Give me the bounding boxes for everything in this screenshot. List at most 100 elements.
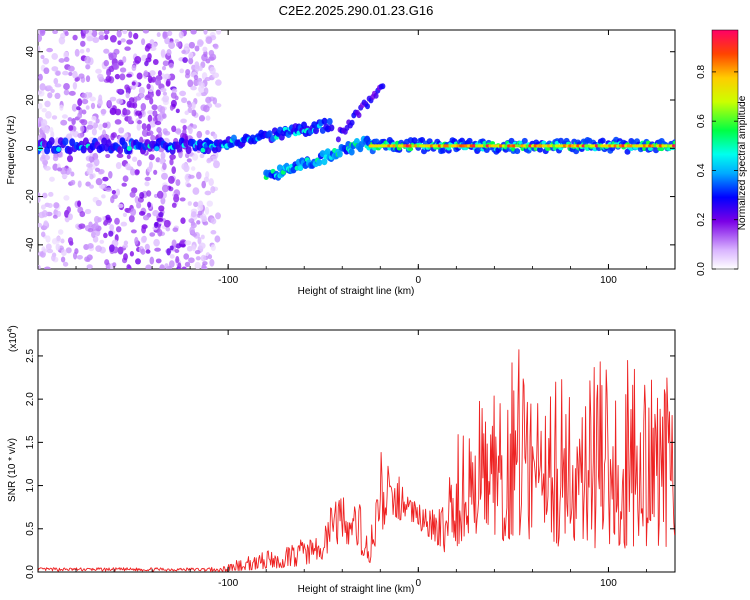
spectrogram-blob (77, 98, 83, 107)
spectrogram-blob (212, 133, 218, 140)
spectrogram-blob (194, 261, 201, 269)
spectrogram-blob (56, 210, 62, 218)
spectrogram-blob (151, 76, 157, 83)
spectrogram-blob (108, 170, 113, 179)
spectrogram-blob (162, 95, 170, 103)
spectrogram-blob (197, 210, 203, 216)
spectrogram-blob (163, 219, 171, 228)
spectrogram-blob (94, 167, 101, 173)
spectrogram-blob (140, 103, 147, 111)
spectrogram-blob (203, 30, 208, 35)
spectrogram-blob (123, 253, 128, 261)
spectrogram-blob (198, 114, 206, 122)
spectrogram-blob (38, 196, 41, 203)
spectrogram-blob (146, 190, 152, 197)
spectrogram-blob (187, 107, 193, 114)
spectrogram-blob (210, 218, 217, 225)
spectrogram-blob (169, 154, 176, 160)
spectrogram-blob (46, 47, 53, 53)
spectrogram-blob (109, 224, 115, 232)
spectrogram-blob (111, 189, 117, 195)
spectrogram-blob (175, 179, 181, 187)
spectrogram-blob (91, 30, 98, 38)
snr-multiplier-exp: 4 (7, 329, 14, 333)
spectrogram-blob (203, 87, 209, 95)
spectrogram-blob (188, 51, 194, 59)
spectrogram-blob (146, 123, 151, 132)
spectrogram-blob (67, 117, 73, 122)
spectrogram-blob (162, 60, 169, 67)
spectrogram-blob (85, 75, 91, 83)
spectrogram-blob (276, 164, 283, 172)
spectrogram-blob (147, 201, 152, 208)
spectrogram-blob (114, 108, 122, 116)
spectrogram-blob (138, 86, 145, 95)
spectrogram-blob (79, 119, 85, 124)
spectrogram-blob (181, 162, 188, 171)
spectrogram-heatmap (38, 30, 675, 269)
spectrogram-blob (152, 42, 158, 48)
spectrogram-blob (81, 109, 87, 115)
spectrogram-blob (188, 126, 193, 135)
spectrogram-blob (153, 169, 158, 175)
spectrogram-blob (440, 147, 446, 154)
spectrogram-blob (200, 234, 205, 240)
spectrogram-blob (166, 49, 172, 56)
spectrogram-blob (197, 236, 202, 245)
spectrogram-blob (39, 156, 46, 162)
spectrogram-blob (321, 158, 328, 166)
spectrogram-blob (210, 230, 217, 235)
spectrogram-blob (145, 249, 151, 254)
spectrogram-blob (116, 98, 124, 105)
spectrogram-blob (86, 264, 93, 269)
spectrogram-blob (80, 32, 86, 39)
spectrogram-blob (105, 153, 111, 159)
spectrogram-blob (204, 206, 210, 215)
spectrogram-blob (172, 227, 179, 233)
spectrogram-blob (41, 140, 48, 148)
spectrogram-blob (135, 110, 142, 116)
spectrogram-blob (156, 217, 164, 222)
spectrogram-blob (125, 163, 131, 171)
spectrogram-blob (184, 110, 189, 116)
y-tick-label: 0 (25, 145, 36, 151)
spectrogram-blob (190, 101, 196, 110)
spectrogram-blob (136, 123, 142, 131)
spectrogram-blob (119, 67, 127, 73)
colorbar-tick-label: 0.4 (696, 163, 707, 177)
spectrogram-blob (45, 235, 51, 243)
spectrogram-blob (599, 137, 606, 144)
spectrogram-blob (186, 245, 193, 252)
spectrogram-blob (373, 92, 379, 99)
spectrogram-blob (134, 236, 139, 245)
spectrogram-blob (168, 41, 176, 50)
spectrogram-blob (105, 214, 111, 221)
spectrogram-blob (126, 154, 131, 160)
spectrogram-blob (149, 120, 156, 128)
spectrogram-blob (40, 231, 46, 238)
spectrogram-blob (86, 124, 94, 130)
spectrogram-blob (48, 137, 55, 146)
spectrogram-blob (49, 127, 54, 133)
spectrogram-blob (97, 73, 104, 80)
spectrogram-blob (38, 222, 43, 228)
spectrogram-blob (65, 247, 72, 254)
spectrogram-blob (116, 153, 124, 158)
spectrogram-blob (105, 75, 112, 83)
spectrogram-blob (156, 126, 162, 133)
spectrogram-blob (72, 82, 78, 90)
spectrogram-blob (203, 105, 210, 113)
spectrogram-blob (146, 83, 151, 90)
spectrogram-blob (80, 40, 86, 47)
spectrogram-blob (210, 185, 216, 194)
spectrogram-blob (62, 70, 69, 76)
spectrogram-blob (54, 92, 61, 100)
spectrogram-blob (40, 119, 48, 127)
spectrogram-blob (68, 71, 73, 76)
spectrogram-blob (114, 217, 120, 225)
y-tick-label: 0.0 (25, 565, 36, 579)
spectrogram-blob (194, 249, 201, 255)
spectrogram-blob (39, 83, 46, 91)
spectrogram-blob (70, 179, 76, 186)
